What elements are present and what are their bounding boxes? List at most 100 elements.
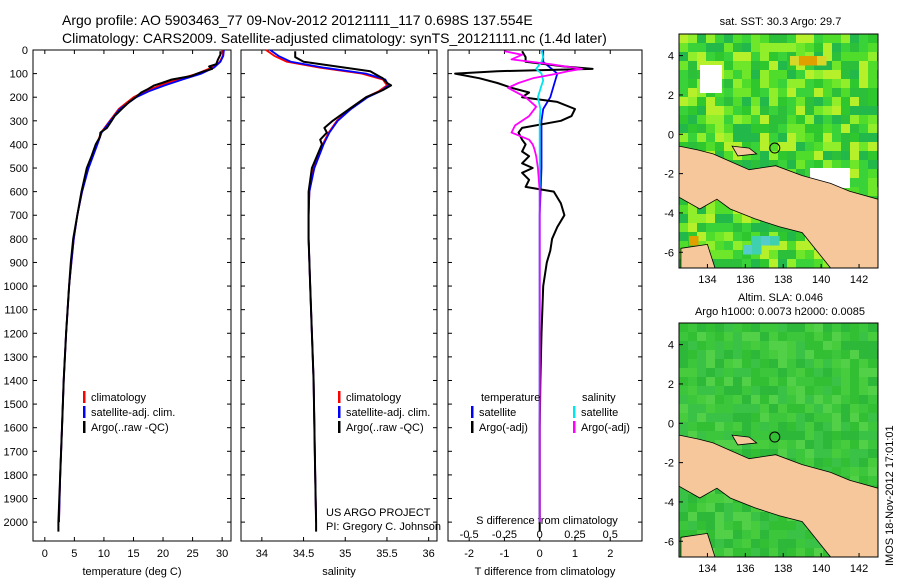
legend-swatch [83, 406, 86, 418]
map-cell [787, 241, 797, 251]
map-cell [814, 142, 824, 152]
map-cell [688, 503, 698, 513]
sla-map-title-line1: Altim. SLA: 0.046 [738, 292, 823, 304]
map-cell [769, 70, 779, 80]
map-cell [733, 124, 743, 134]
map-cell [805, 160, 815, 170]
map-cell [679, 115, 689, 125]
map-cell [841, 124, 851, 134]
map-cell [769, 61, 779, 71]
map-cell [868, 467, 878, 477]
map-cell [796, 341, 806, 351]
map-cell [859, 52, 869, 62]
map-cell [814, 115, 824, 125]
map-cell [733, 214, 743, 224]
map-cell [706, 395, 716, 405]
map-cell [868, 133, 878, 143]
map-cell [733, 106, 743, 116]
map-cell [787, 404, 797, 414]
map-cell [760, 341, 770, 351]
map-cell [706, 431, 716, 441]
map-cell [868, 79, 878, 89]
map-cell [805, 377, 815, 387]
map-cell [679, 359, 689, 369]
map-cell [679, 133, 689, 143]
map-cell [796, 548, 806, 557]
map-cell [805, 70, 815, 80]
map-cell [787, 43, 797, 53]
map-cell [688, 241, 698, 251]
map-cell [688, 521, 698, 531]
map-cell [769, 43, 779, 53]
map-cell [679, 79, 689, 89]
map-cell [787, 521, 797, 531]
map-x-tick-label: 136 [736, 563, 754, 575]
map-cell [715, 97, 725, 107]
map-cell [796, 97, 806, 107]
map-cell [868, 169, 878, 179]
series-line-t-argo-adj- [454, 50, 594, 532]
map-cell [733, 323, 743, 333]
map-cell [841, 350, 851, 360]
map-cell [814, 449, 824, 459]
map-cell [733, 548, 743, 557]
map-cell [868, 404, 878, 414]
map-cell [715, 512, 725, 522]
map-cell [760, 521, 770, 531]
x-tick-label: 15 [127, 548, 139, 560]
map-x-tick-label: 138 [774, 563, 792, 575]
map-cell [805, 106, 815, 116]
map-cell [814, 250, 824, 260]
map-cell [778, 151, 788, 161]
map-cell [724, 106, 734, 116]
map-cell [832, 395, 842, 405]
map-cell [760, 97, 770, 107]
map-cell [823, 323, 833, 333]
map-cell [787, 232, 797, 242]
map-cell [751, 440, 761, 450]
map-cell [715, 241, 725, 251]
map-cell [724, 70, 734, 80]
map-cell [715, 359, 725, 369]
map-cell [796, 368, 806, 378]
map-cell [841, 422, 851, 432]
map-cell [814, 332, 824, 342]
map-cell [796, 34, 806, 44]
map-cell [805, 395, 815, 405]
map-cell [751, 512, 761, 522]
map-cell [751, 43, 761, 53]
map-cell [832, 368, 842, 378]
chart-salinity: 34 34.5 35 35.5 36 salinity climatology satelli… [240, 49, 438, 578]
map-cell [688, 332, 698, 342]
map-cell [787, 160, 797, 170]
map-cell [724, 341, 734, 351]
map-cell [868, 61, 878, 71]
land-mass [679, 434, 878, 557]
y-tick-label: 400 [10, 139, 28, 151]
map-cell [832, 124, 842, 134]
map-cell [724, 431, 734, 441]
map-cell [751, 259, 761, 268]
map-cell [841, 34, 851, 44]
map-cell [796, 539, 806, 549]
axes-frame [32, 49, 232, 542]
map-cell [724, 79, 734, 89]
map-cell [761, 236, 771, 246]
map-cell [742, 503, 752, 513]
map-cell [697, 115, 707, 125]
map-cell [697, 395, 707, 405]
map-cell [760, 332, 770, 342]
map-cell [733, 133, 743, 143]
map-cell [743, 245, 753, 255]
map-cell [823, 160, 833, 170]
map-cell [841, 323, 851, 333]
map-cell [751, 160, 761, 170]
map-cell [778, 386, 788, 396]
map-cell [724, 413, 734, 423]
map-cell [841, 332, 851, 342]
map-cell [814, 259, 824, 268]
map-cell [850, 88, 860, 98]
map-cell [751, 350, 761, 360]
map-cell [796, 115, 806, 125]
series-line-argo-raw-qc- [294, 51, 393, 532]
